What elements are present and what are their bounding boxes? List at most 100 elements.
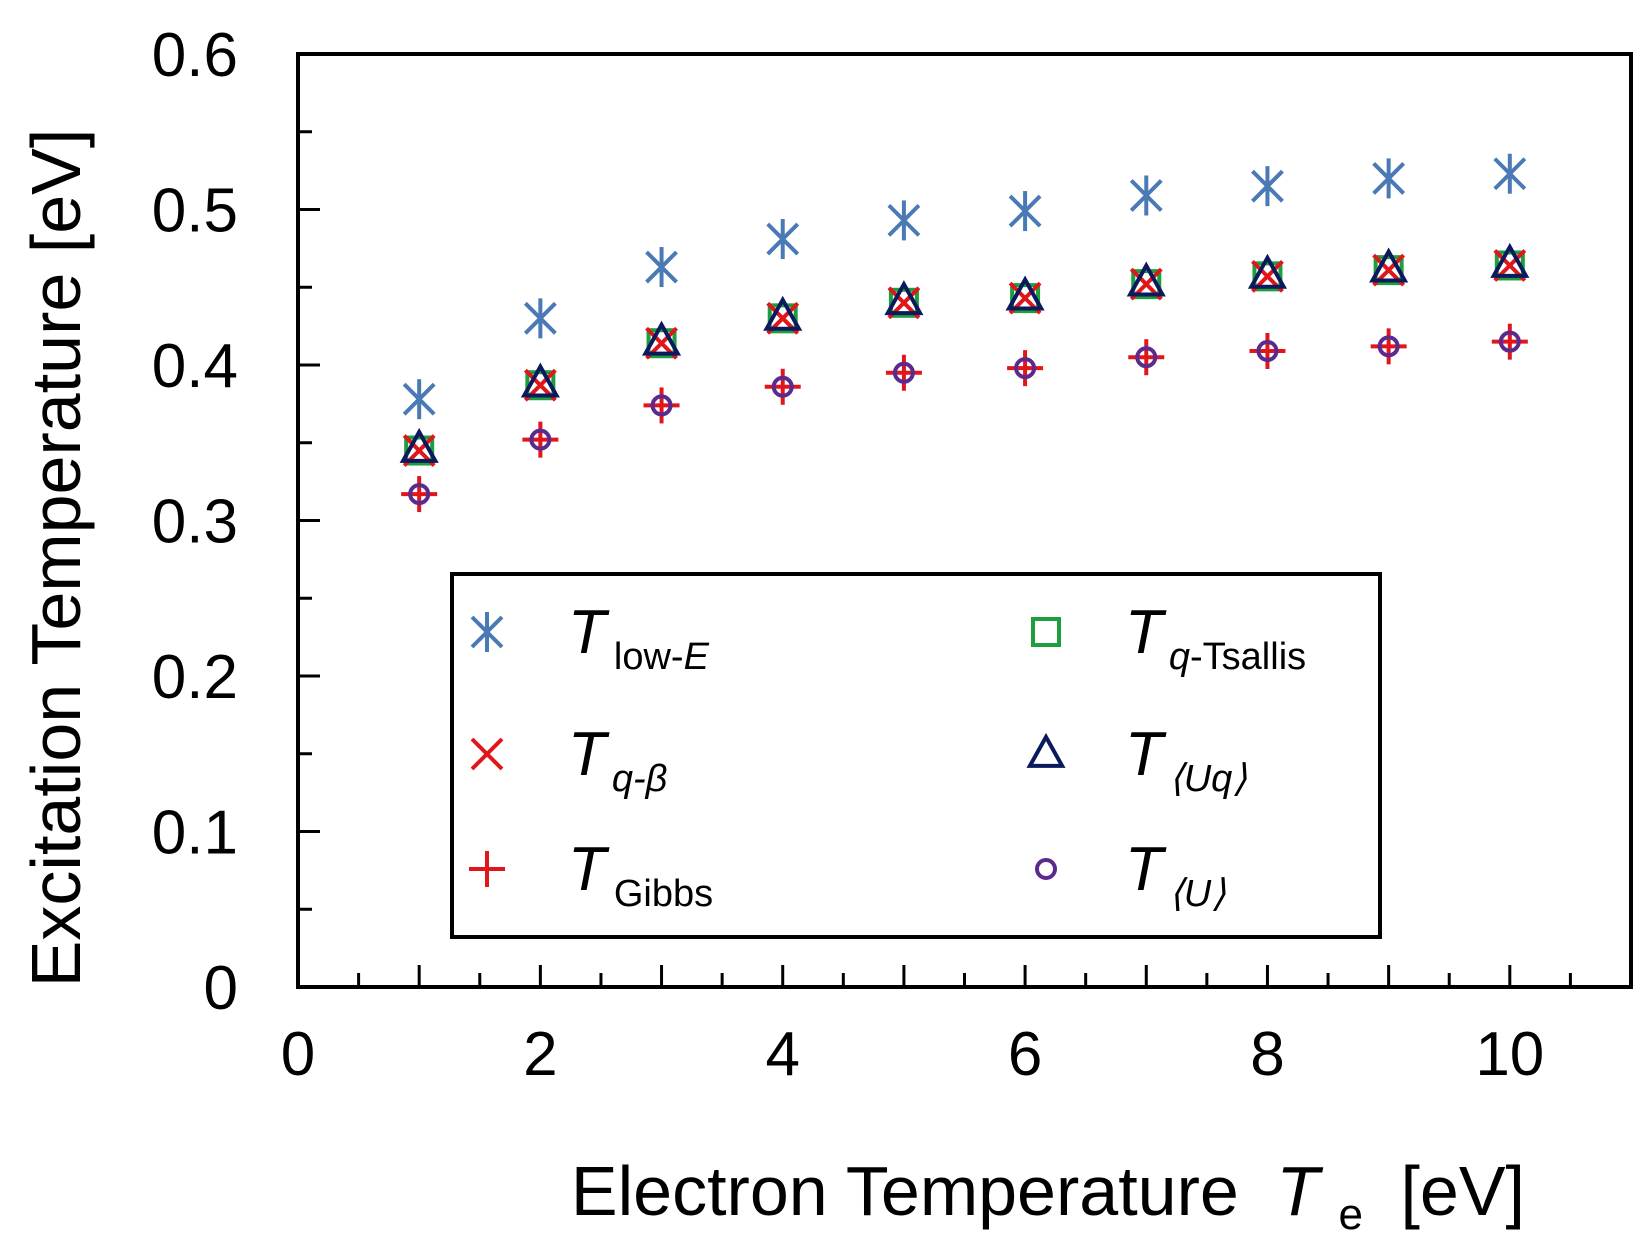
legend-marker-asterisk bbox=[470, 612, 504, 652]
data-point-circle bbox=[408, 483, 431, 506]
data-point-square bbox=[888, 287, 919, 318]
x-tick-label: 8 bbox=[1250, 1020, 1284, 1089]
data-point-triangle bbox=[763, 295, 803, 331]
x-axis-title: Electron Temperature T e [eV] bbox=[571, 1152, 1525, 1244]
legend-subscript: low- bbox=[614, 636, 684, 678]
y-axis-ticks: 0 0.1 0.2 0.3 0.4 0.5 0.6 bbox=[152, 21, 320, 1023]
data-point-triangle bbox=[1126, 261, 1166, 297]
legend-subscript-italic: q-β bbox=[612, 758, 668, 800]
legend-subscript: Gibbs bbox=[614, 873, 713, 915]
data-point-plus bbox=[401, 476, 438, 513]
legend-marker-plus bbox=[469, 851, 505, 887]
data-point-plus bbox=[764, 368, 801, 405]
data-point-circle bbox=[892, 361, 915, 384]
data-point-plus bbox=[1370, 328, 1407, 365]
data-point-asterisk bbox=[1251, 166, 1284, 207]
data-point-square bbox=[646, 328, 677, 359]
legend-symbol: T bbox=[568, 720, 610, 789]
data-point-asterisk bbox=[766, 219, 800, 260]
x-axis-ticks: 0 2 4 6 8 10 bbox=[281, 965, 1633, 1089]
data-point-circle bbox=[529, 428, 552, 451]
x-tick-label: 0 bbox=[281, 1020, 315, 1089]
data-point-triangle bbox=[884, 280, 924, 316]
data-point-plus bbox=[1007, 350, 1044, 387]
data-point-asterisk bbox=[1129, 175, 1163, 216]
data-point-circle bbox=[771, 375, 794, 398]
data-point-square bbox=[1010, 283, 1041, 314]
x-axis-title-unit: [eV] bbox=[1400, 1152, 1525, 1230]
data-point-plus bbox=[522, 421, 559, 458]
data-point-circle bbox=[650, 394, 673, 417]
y-tick-label: 0.4 bbox=[152, 332, 238, 401]
legend-subscript: -Tsallis bbox=[1190, 636, 1306, 678]
data-point-square bbox=[525, 370, 556, 401]
x-tick-label: 4 bbox=[765, 1020, 799, 1089]
y-axis-title: Excitation Temperature [eV] bbox=[17, 129, 95, 988]
legend-symbol: T bbox=[568, 598, 610, 667]
y-tick-label: 0.3 bbox=[152, 488, 238, 557]
data-point-circle bbox=[1135, 346, 1158, 369]
y-tick-label: 0.6 bbox=[152, 21, 238, 90]
data-point-asterisk bbox=[887, 200, 921, 241]
data-point-plus bbox=[1249, 333, 1286, 370]
y-tick-label: 0.5 bbox=[152, 177, 238, 246]
legend-subscript-italic: ⟨Uq⟩ bbox=[1169, 758, 1247, 800]
data-point-circle bbox=[1256, 340, 1279, 363]
legend-label-u: T ⟨U⟩ bbox=[1125, 835, 1226, 915]
x-axis-title-symbol: T bbox=[1276, 1152, 1323, 1230]
legend-symbol: T bbox=[1125, 598, 1167, 667]
data-point-circle bbox=[1377, 335, 1400, 358]
legend-box bbox=[450, 572, 1382, 939]
legend-marker-square bbox=[1031, 617, 1061, 647]
legend-marker-triangle bbox=[1026, 732, 1066, 768]
data-point-triangle bbox=[520, 362, 560, 398]
x-tick-label: 2 bbox=[523, 1020, 557, 1089]
legend-label-uq: T ⟨Uq⟩ bbox=[1125, 720, 1247, 800]
data-point-asterisk bbox=[1008, 191, 1042, 232]
data-point-asterisk bbox=[1493, 153, 1527, 194]
y-tick-label: 0.1 bbox=[152, 799, 238, 868]
data-point-asterisk bbox=[402, 379, 436, 420]
data-markers bbox=[399, 153, 1530, 513]
data-point-plus bbox=[1128, 339, 1165, 376]
data-point-triangle bbox=[1490, 242, 1530, 278]
data-point-triangle bbox=[1247, 253, 1288, 289]
legend-subscript-italic: E bbox=[684, 636, 710, 678]
legend-subscript-italic: ⟨U⟩ bbox=[1169, 873, 1226, 915]
data-point-circle bbox=[1498, 330, 1521, 353]
data-point-asterisk bbox=[645, 247, 678, 288]
data-point-triangle bbox=[1005, 275, 1045, 311]
legend-subscript-italic: q bbox=[1169, 636, 1190, 678]
data-point-plus bbox=[643, 387, 680, 424]
legend-markers bbox=[469, 612, 1066, 887]
data-point-circle bbox=[1014, 357, 1037, 380]
legend-label-gibbs: T Gibbs bbox=[568, 835, 713, 915]
legend-symbol: T bbox=[1125, 835, 1167, 904]
data-point-square bbox=[1373, 255, 1404, 286]
data-point-square bbox=[1494, 250, 1525, 281]
x-axis-title-text: Electron Temperature bbox=[571, 1152, 1239, 1230]
legend-symbol: T bbox=[1125, 720, 1167, 789]
data-point-triangle bbox=[641, 320, 682, 356]
x-tick-label: 6 bbox=[1008, 1020, 1042, 1089]
data-point-square bbox=[767, 303, 798, 334]
x-axis-title-subscript: e bbox=[1339, 1190, 1363, 1239]
legend-symbol: T bbox=[568, 835, 610, 904]
legend-marker-circle bbox=[1035, 858, 1057, 880]
data-point-plus bbox=[1491, 323, 1528, 360]
data-point-square bbox=[1131, 269, 1162, 300]
data-point-plus bbox=[885, 354, 922, 391]
data-point-square bbox=[1252, 261, 1283, 292]
data-point-asterisk bbox=[523, 298, 557, 339]
data-point-square bbox=[404, 435, 435, 466]
data-point-triangle bbox=[1369, 247, 1409, 283]
legend-marker-x bbox=[470, 737, 504, 771]
data-point-asterisk bbox=[1372, 158, 1406, 199]
data-point-triangle bbox=[399, 427, 439, 463]
x-tick-label: 10 bbox=[1475, 1020, 1544, 1089]
